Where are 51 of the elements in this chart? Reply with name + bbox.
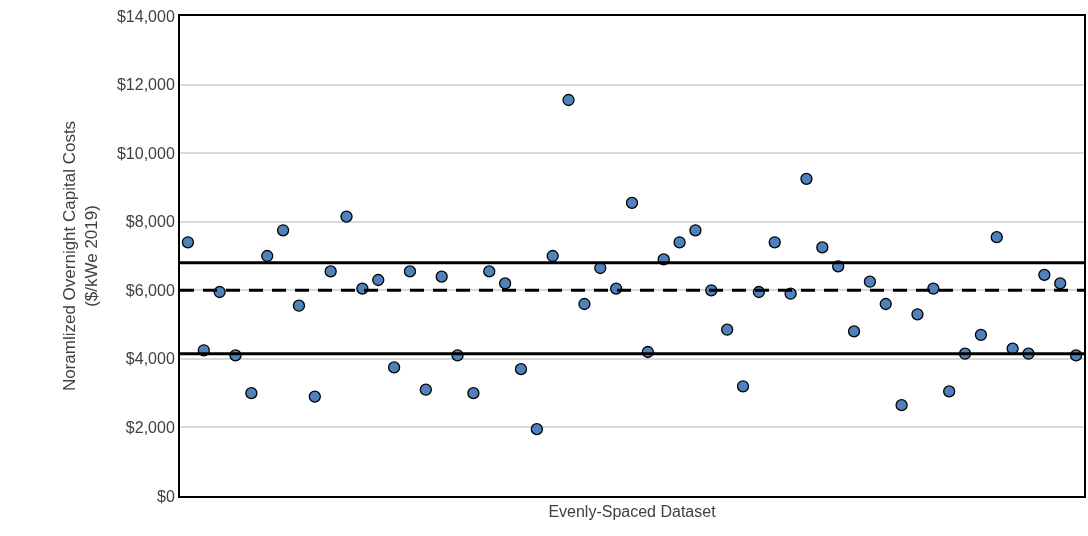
point <box>546 249 559 263</box>
point <box>483 265 496 278</box>
point <box>530 422 543 436</box>
point <box>562 93 575 107</box>
point <box>435 270 448 283</box>
point <box>847 325 861 338</box>
point <box>308 390 321 403</box>
y-tick-label: $10,000 <box>116 144 175 162</box>
point <box>689 224 702 237</box>
y-tick-label: $6,000 <box>125 281 175 299</box>
point <box>721 323 734 336</box>
y-tick-label: $14,000 <box>116 7 175 25</box>
point <box>387 361 401 374</box>
point <box>927 282 940 295</box>
y-tick-label: $0 <box>157 487 175 505</box>
point <box>245 386 258 400</box>
point <box>419 383 432 396</box>
point <box>514 362 528 376</box>
point <box>340 210 353 223</box>
point <box>879 297 892 311</box>
point <box>1038 268 1051 282</box>
point <box>181 236 195 249</box>
point <box>800 172 813 186</box>
point <box>498 277 512 290</box>
y-axis-title: Noramlized Overnight Capital Costs ($/kWe 2019) <box>59 120 102 392</box>
point <box>768 236 781 249</box>
point <box>895 398 908 412</box>
y-tick-label: $8,000 <box>125 213 175 231</box>
point <box>990 230 1003 244</box>
point <box>863 275 877 288</box>
point <box>324 265 337 278</box>
point <box>816 241 829 254</box>
point <box>372 273 385 287</box>
point <box>943 385 956 398</box>
point <box>403 265 417 278</box>
y-tick-label: $12,000 <box>116 76 175 94</box>
point <box>261 249 274 263</box>
point <box>974 328 988 342</box>
point <box>736 380 750 393</box>
y-tick-label: $2,000 <box>125 419 175 437</box>
point <box>467 386 480 400</box>
point <box>673 236 686 249</box>
point <box>276 224 290 237</box>
point <box>911 308 924 321</box>
x-axis-title: Evenly-Spaced Dataset <box>548 503 717 521</box>
point <box>625 196 639 210</box>
y-tick-label: $4,000 <box>125 350 175 368</box>
point <box>292 299 306 312</box>
point <box>1054 277 1067 290</box>
point <box>578 297 591 311</box>
point <box>213 285 226 299</box>
